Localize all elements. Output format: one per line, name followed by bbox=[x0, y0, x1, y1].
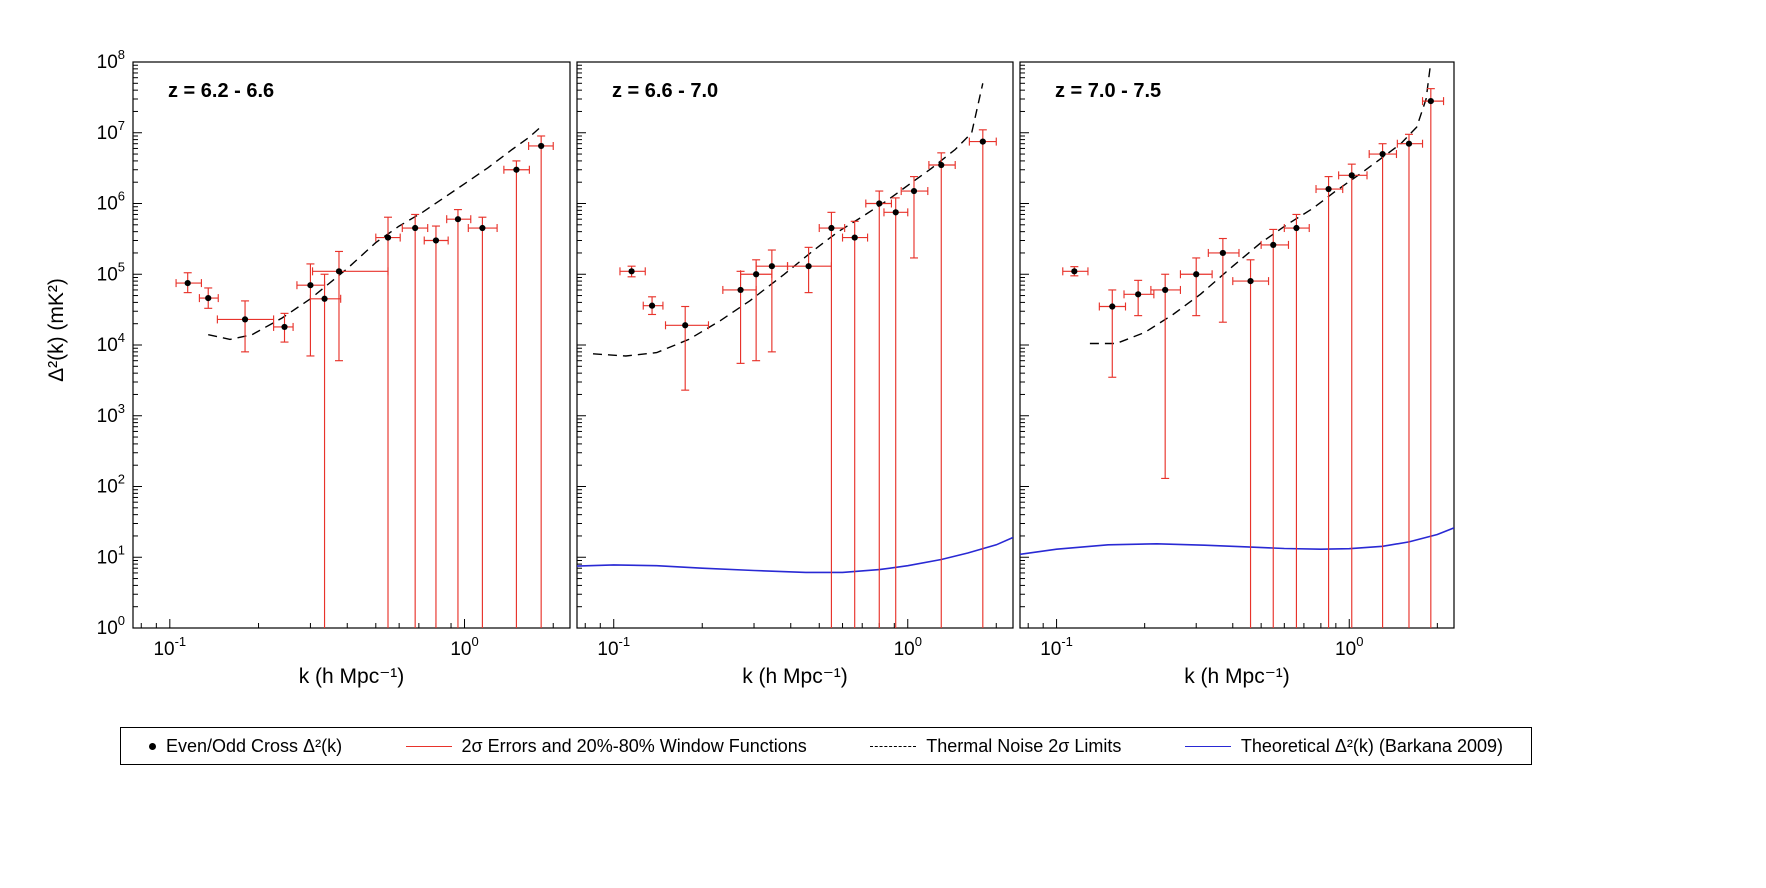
thermal-noise-curve bbox=[1089, 62, 1432, 345]
svg-text:100: 100 bbox=[450, 634, 478, 660]
legend-label-cross: Even/Odd Cross Δ²(k) bbox=[166, 735, 343, 756]
x-axis-label-z1: k (h Mpc⁻¹) bbox=[298, 665, 405, 688]
svg-text:10-1: 10-1 bbox=[597, 634, 630, 660]
svg-text:104: 104 bbox=[97, 330, 125, 356]
svg-text:100: 100 bbox=[894, 634, 922, 660]
panel-title-z3: z = 7.0 - 7.5 bbox=[1055, 80, 1162, 102]
dashed-line-icon bbox=[870, 745, 917, 747]
legend-item-cross: Even/Odd Cross Δ²(k) bbox=[149, 736, 342, 757]
legend-item-noise: Thermal Noise 2σ Limits bbox=[870, 736, 1121, 757]
svg-text:102: 102 bbox=[97, 472, 125, 498]
legend-label-errors: 2σ Errors and 20%-80% Window Functions bbox=[461, 735, 807, 756]
red-line-icon bbox=[405, 745, 452, 747]
data-points bbox=[184, 142, 545, 331]
x-axis-label-z2: k (h Mpc⁻¹) bbox=[742, 665, 848, 688]
svg-text:100: 100 bbox=[97, 613, 125, 639]
theory-curve bbox=[577, 536, 1013, 574]
svg-text:10-1: 10-1 bbox=[153, 634, 186, 660]
panel-0: 10-1 100 100 101 102 103 104 105 106 107 108 bbox=[97, 47, 571, 660]
legend-item-errors: 2σ Errors and 20%-80% Window Functions bbox=[405, 735, 807, 757]
dot-marker-icon bbox=[149, 742, 156, 750]
legend-label-theory: Theoretical Δ²(k) (Barkana 2009) bbox=[1240, 735, 1503, 756]
x-axis-label-z3: k (h Mpc⁻¹) bbox=[1184, 665, 1290, 688]
error-bars bbox=[1062, 88, 1445, 628]
blue-line-icon bbox=[1184, 745, 1231, 747]
svg-text:100: 100 bbox=[1335, 634, 1363, 660]
data-points bbox=[1071, 98, 1434, 310]
svg-text:101: 101 bbox=[97, 542, 125, 568]
theory-curve bbox=[1020, 527, 1454, 556]
data-points bbox=[628, 138, 986, 329]
error-bars bbox=[175, 135, 554, 628]
panel-title-z2: z = 6.6 - 7.0 bbox=[612, 80, 719, 102]
legend-label-noise: Thermal Noise 2σ Limits bbox=[926, 735, 1122, 756]
svg-text:103: 103 bbox=[97, 401, 125, 427]
error-bars bbox=[619, 129, 997, 628]
panel-title-z1: z = 6.2 - 6.6 bbox=[168, 80, 275, 102]
y-axis-label: Δ²(k) (mK²) bbox=[45, 278, 68, 382]
legend-item-theory: Theoretical Δ²(k) (Barkana 2009) bbox=[1184, 735, 1503, 757]
panel-1: 10-1 100 bbox=[576, 61, 1014, 660]
svg-text:10-1: 10-1 bbox=[1040, 634, 1073, 660]
svg-text:108: 108 bbox=[97, 47, 125, 73]
svg-text:105: 105 bbox=[97, 259, 125, 285]
thermal-noise-curve bbox=[208, 124, 544, 341]
thermal-noise-curve bbox=[592, 83, 984, 357]
panel-2: 10-1 100 bbox=[1019, 61, 1455, 660]
svg-text:106: 106 bbox=[97, 189, 125, 215]
svg-text:107: 107 bbox=[97, 118, 125, 144]
legend-box: Even/Odd Cross Δ²(k) 2σ Errors and 20%-8… bbox=[120, 727, 1532, 765]
